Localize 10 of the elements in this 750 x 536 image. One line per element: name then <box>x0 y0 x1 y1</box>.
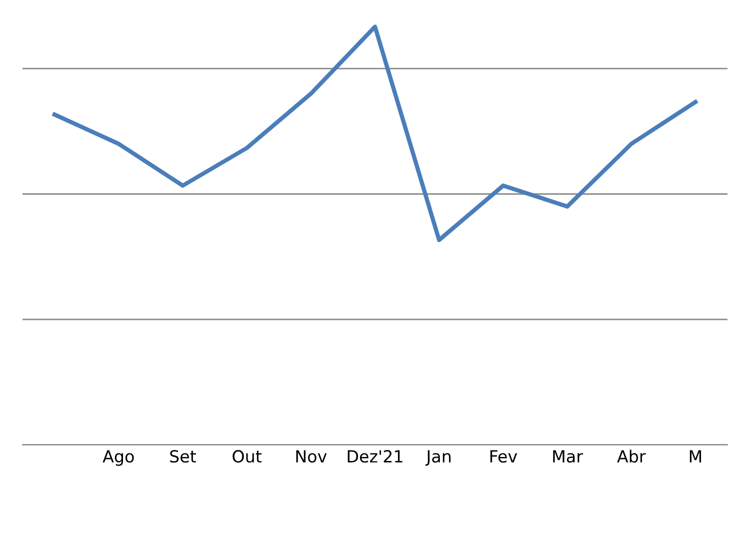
x-tick-label: Dez'21 <box>348 450 402 463</box>
x-tick-label: Jan <box>425 450 451 466</box>
x-tick-label: Fev <box>490 450 518 463</box>
x-tick-label: Nov <box>296 450 327 463</box>
x-tick-label: Mar <box>553 450 583 463</box>
x-tick-label: M <box>690 450 702 462</box>
x-tick-label: Abr <box>617 450 646 463</box>
x-tick-label: Out <box>232 450 262 463</box>
x-tick-label: Ago <box>102 450 134 466</box>
x-tick-label: Set <box>170 450 196 463</box>
